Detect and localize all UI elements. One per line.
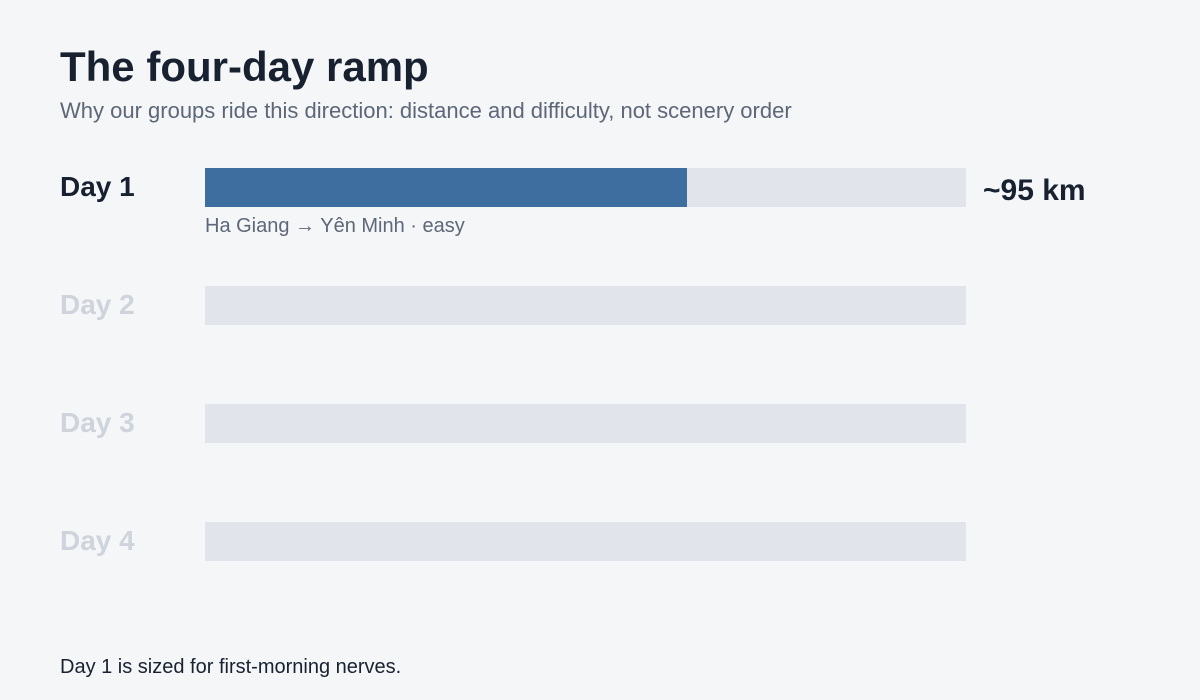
day-label: Day 4 xyxy=(60,525,135,556)
bar-track xyxy=(205,286,966,325)
distance-label: ~95 km xyxy=(983,174,1086,207)
day-label: Day 2 xyxy=(60,289,135,320)
bar-track xyxy=(205,404,966,443)
day-row-2: Day 2 xyxy=(0,286,1200,376)
bar-fill xyxy=(205,168,687,207)
chart-title: The four-day ramp xyxy=(60,43,429,90)
day-row-3: Day 3 xyxy=(0,404,1200,494)
bar-track xyxy=(205,522,966,561)
day-label: Day 1 xyxy=(60,171,135,202)
day-row-4: Day 4 xyxy=(0,522,1200,612)
footnote: Day 1 is sized for first-morning nerves. xyxy=(60,656,402,678)
bar-track xyxy=(205,168,966,207)
route-label: Ha Giang → Yên Minh · easy xyxy=(205,215,465,237)
chart-subtitle: Why our groups ride this direction: dist… xyxy=(60,98,792,123)
day-label: Day 3 xyxy=(60,407,135,438)
day-row-1: Day 1 ~95 km Ha Giang → Yên Minh · easy xyxy=(0,168,1200,258)
